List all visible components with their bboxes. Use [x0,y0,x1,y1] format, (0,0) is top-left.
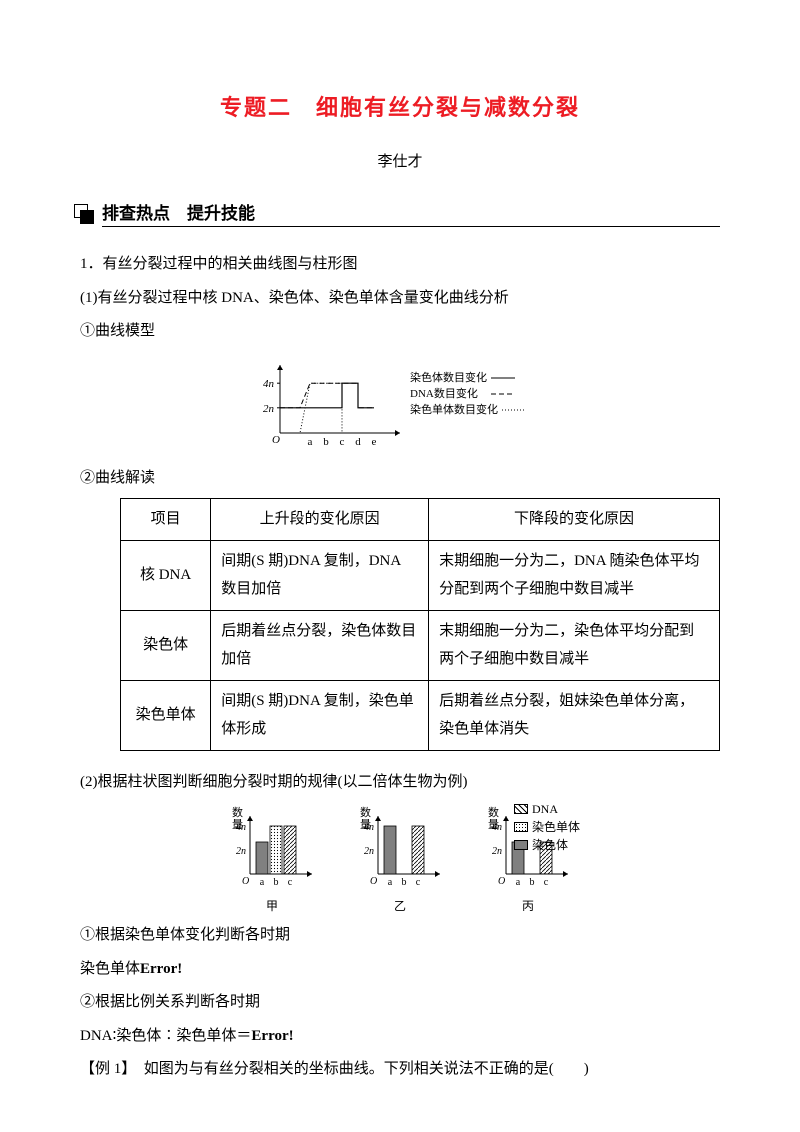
table-header: 下降段的变化原因 [429,499,720,541]
table-cell: 后期着丝点分裂，姐妹染色单体分离，染色单体消失 [429,680,720,750]
svg-text:b: b [274,877,279,888]
table-cell: 后期着丝点分裂，染色体数目加倍 [211,610,429,680]
bar-chart-label: 乙 [350,897,450,914]
table-cell: 间期(S 期)DNA 复制，DNA 数目加倍 [211,540,429,610]
p-1-1-1: ①曲线模型 [80,316,720,348]
example-1: 【例 1】 如图为与有丝分裂相关的坐标曲线。下列相关说法不正确的是( ) [80,1054,720,1086]
svg-text:e: e [372,436,377,448]
svg-text:数: 数 [488,806,499,819]
svg-text:O: O [242,876,249,887]
svg-text:c: c [544,877,549,888]
table-cell: 末期细胞一分为二，DNA 随染色体平均分配到两个子细胞中数目减半 [429,540,720,610]
error-text-2: Error! [251,1028,293,1044]
curve-chart: 4n 2n Oabcde 染色体数目变化 DNA数目变化染色单体数目变化 [80,358,720,453]
svg-text:4n: 4n [492,822,502,833]
svg-text:a: a [260,877,265,888]
section-title: 排查热点 提升技能 [102,199,720,227]
p-1: 1．有丝分裂过程中的相关曲线图与柱形图 [80,249,720,281]
legend-row: 染色单体 [514,818,580,836]
svg-text:2n: 2n [492,846,502,857]
bar-chart-label: 甲 [222,897,322,914]
p-1-1-2: ②曲线解读 [80,463,720,495]
svg-text:a: a [388,877,393,888]
table-cell: 核 DNA [121,540,211,610]
p-2-1: ①根据染色单体变化判断各时期 [80,920,720,952]
legend-swatch [514,804,528,814]
table-header: 项目 [121,499,211,541]
legend-row: DNA [514,800,580,818]
p-2-4-pre: DNA∶染色体∶染色单体＝ [80,1028,251,1044]
table-cell: 染色体 [121,610,211,680]
table-row: 核 DNA间期(S 期)DNA 复制，DNA 数目加倍末期细胞一分为二，DNA … [121,540,720,610]
svg-text:b: b [323,436,329,448]
legend-label: 染色体 [532,836,568,854]
p-2-2: 染色单体Error! [80,954,720,986]
svg-text:b: b [530,877,535,888]
author: 李仕才 [80,150,720,171]
svg-text:c: c [340,436,345,448]
example-text: 如图为与有丝分裂相关的坐标曲线。下列相关说法不正确的是( ) [144,1061,589,1077]
bar-chart: 数量4n2nOabc甲 [222,804,322,914]
legend-swatch [514,822,528,832]
legend-row: 染色体 [514,836,580,854]
svg-text:b: b [402,877,407,888]
page-title: 专题二 细胞有丝分裂与减数分裂 [80,90,720,122]
table-cell: 染色单体 [121,680,211,750]
svg-text:4n: 4n [263,378,275,390]
svg-text:O: O [370,876,377,887]
svg-text:染色体数目变化: 染色体数目变化 [410,370,487,384]
svg-text:数: 数 [232,806,243,819]
p-2-3: ②根据比例关系判断各时期 [80,987,720,1019]
p-2-2-pre: 染色单体 [80,961,140,977]
svg-text:2n: 2n [364,846,374,857]
legend-label: DNA [532,800,558,818]
svg-text:O: O [498,876,505,887]
table-row: 染色体后期着丝点分裂，染色体数目加倍末期细胞一分为二，染色体平均分配到两个子细胞… [121,610,720,680]
example-label: 【例 1】 [80,1061,129,1077]
p-1-2: (2)根据柱状图判断细胞分裂时期的规律(以二倍体生物为例) [80,767,720,799]
table-cell: 末期细胞一分为二，染色体平均分配到两个子细胞中数目减半 [429,610,720,680]
section-icon [80,210,94,224]
bar-chart-label: 丙 [478,897,578,914]
svg-text:d: d [355,436,361,448]
svg-text:DNA数目变化: DNA数目变化 [410,386,478,400]
table-row: 染色单体间期(S 期)DNA 复制，染色单体形成后期着丝点分裂，姐妹染色单体分离… [121,680,720,750]
p-1-1: (1)有丝分裂过程中核 DNA、染色体、染色单体含量变化曲线分析 [80,283,720,315]
curve-table: 项目上升段的变化原因下降段的变化原因核 DNA间期(S 期)DNA 复制，DNA… [120,498,720,751]
table-cell: 间期(S 期)DNA 复制，染色单体形成 [211,680,429,750]
svg-text:4n: 4n [364,822,374,833]
legend-swatch [514,840,528,850]
p-2-4: DNA∶染色体∶染色单体＝Error! [80,1021,720,1053]
svg-text:2n: 2n [263,402,275,414]
svg-text:c: c [288,877,293,888]
svg-text:2n: 2n [236,846,246,857]
legend-label: 染色单体 [532,818,580,836]
svg-text:4n: 4n [236,822,246,833]
section-header: 排查热点 提升技能 [80,199,720,227]
svg-text:c: c [416,877,421,888]
bar-chart: 数量4n2nOabc乙 [350,804,450,914]
svg-text:a: a [308,436,313,448]
svg-text:染色单体数目变化: 染色单体数目变化 [410,402,498,416]
bar-chart-row: DNA染色单体染色体 数量4n2nOabc甲 数量4n2nOabc乙 数量4n2… [80,804,720,914]
svg-text:a: a [516,877,521,888]
svg-text:数: 数 [360,806,371,819]
error-text-1: Error! [140,961,182,977]
table-header: 上升段的变化原因 [211,499,429,541]
svg-text:O: O [272,434,280,446]
bar-legend: DNA染色单体染色体 [514,800,580,854]
